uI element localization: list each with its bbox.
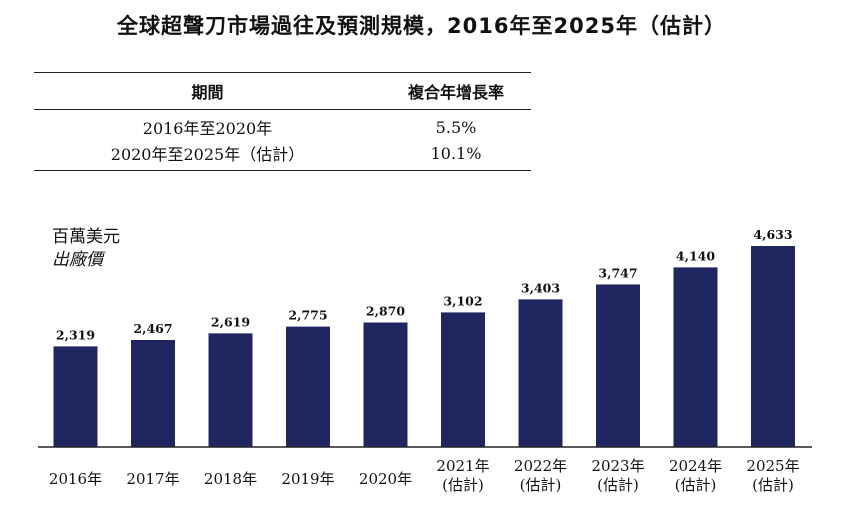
x-tick-label: (估計)	[752, 476, 794, 494]
x-tick-label: 2025年	[746, 457, 799, 475]
bar	[208, 333, 253, 447]
x-tick-label: (估計)	[442, 476, 484, 494]
cagr-period-cell: 2016年至2020年	[142, 119, 273, 138]
x-tick-label: (估計)	[597, 476, 639, 494]
data-label: 2,870	[366, 303, 405, 318]
data-label: 3,747	[598, 265, 637, 280]
bar	[673, 267, 718, 447]
cagr-period-cell: 2020年至2025年（估計）	[34, 140, 381, 171]
cagr-rate-cell: 10.1%	[381, 140, 531, 171]
cagr-header-rate: 複合年增長率	[381, 72, 531, 110]
x-tick-label: 2020年	[359, 470, 412, 488]
bar	[363, 322, 408, 447]
cagr-rate-cell: 5.5%	[435, 117, 477, 137]
bar	[286, 326, 330, 447]
data-label: 2,467	[133, 321, 172, 336]
cagr-table-row: 2016年至2020年 5.5%	[34, 110, 531, 141]
data-label: 3,403	[521, 280, 560, 295]
x-tick-label: (估計)	[675, 476, 717, 494]
bar	[518, 299, 563, 447]
x-tick-label: 2022年	[514, 457, 567, 475]
x-tick-label: 2019年	[281, 470, 334, 488]
unit-label-block: 百萬美元 出廠價	[52, 226, 120, 272]
unit-sub-label: 出廠價	[52, 250, 103, 270]
x-tick-label: 2017年	[126, 470, 179, 488]
cagr-table: 期間 複合年增長率 2016年至2020年 5.5% 2020年至2025年（估…	[34, 72, 531, 171]
data-label: 2,619	[211, 314, 250, 329]
bar	[53, 346, 98, 447]
bar	[596, 284, 640, 447]
data-label: 2,775	[288, 308, 327, 323]
cagr-table-header-row: 期間 複合年增長率	[34, 72, 531, 110]
x-tick-label: 2024年	[669, 457, 722, 475]
data-label: 2,319	[56, 327, 95, 342]
data-label: 3,102	[443, 293, 482, 308]
data-label: 4,140	[676, 248, 715, 263]
bar	[751, 246, 795, 447]
x-tick-label: 2018年	[204, 470, 257, 488]
x-tick-label: (估計)	[520, 476, 562, 494]
data-label: 4,633	[753, 227, 792, 242]
bar	[441, 312, 485, 447]
unit-label: 百萬美元	[52, 227, 120, 247]
cagr-header-period: 期間	[34, 72, 381, 110]
x-tick-label: 2023年	[591, 457, 644, 475]
bar	[131, 339, 175, 447]
x-tick-label: 2021年	[436, 457, 489, 475]
cagr-table-row: 2020年至2025年（估計） 10.1%	[34, 140, 531, 171]
x-tick-label: 2016年	[49, 470, 102, 488]
chart-title: 全球超聲刀市場過往及預測規模，2016年至2025年（估計）	[117, 14, 726, 38]
